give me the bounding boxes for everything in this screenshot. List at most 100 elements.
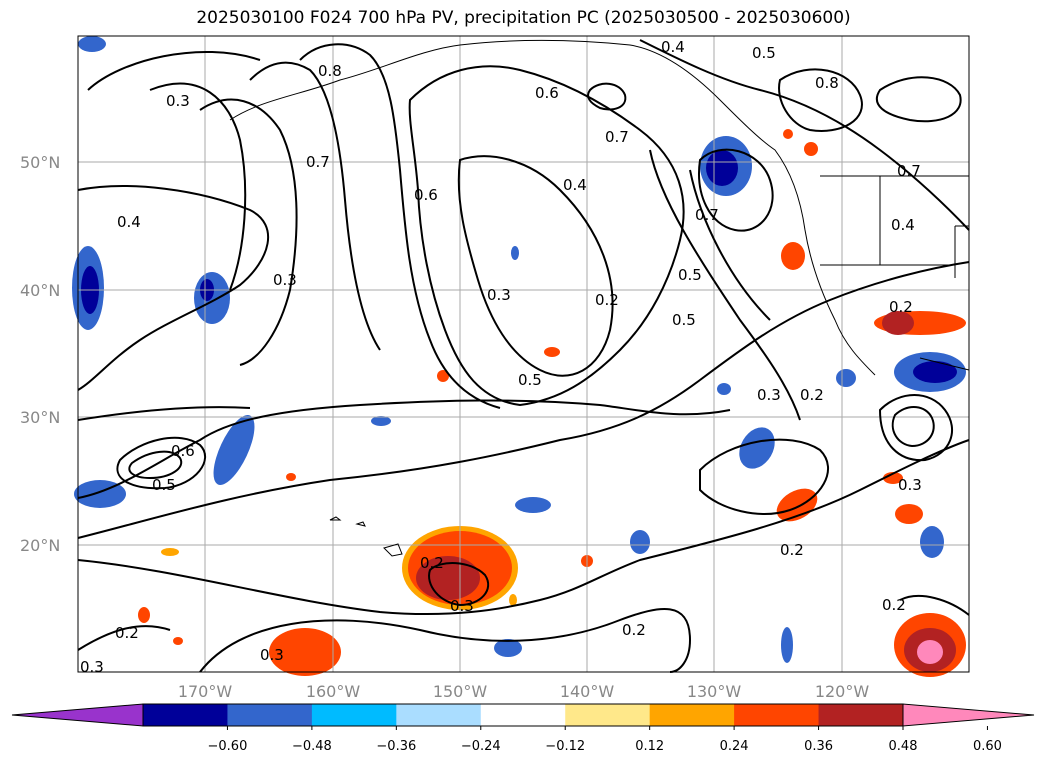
contour-label: 0.2 [882, 596, 906, 614]
pv-contour [778, 68, 863, 132]
mexico-border [919, 357, 970, 371]
pv-contour [149, 82, 247, 291]
contour-label: 0.8 [318, 62, 342, 80]
lat-label: 20°N [20, 536, 60, 555]
colorbar-segment [818, 704, 904, 726]
lon-labels: 170°W 160°W 150°W 140°W 130°W 120°W [178, 682, 870, 701]
contour-label: 0.3 [166, 92, 190, 110]
precip-pos-area [286, 473, 296, 481]
contour-label: 0.5 [518, 371, 542, 389]
precip-pos-area [161, 548, 179, 556]
precip-pos-area [783, 129, 793, 139]
pv-contour [199, 608, 692, 673]
contour-label: 0.2 [595, 291, 619, 309]
pv-contour [77, 399, 731, 499]
contour-label: 0.7 [695, 206, 719, 224]
precip-neg-area [920, 526, 944, 558]
pv-contour [428, 562, 490, 607]
pv-contour [689, 169, 771, 321]
colorbar-segment [734, 704, 820, 726]
contour-label: 0.5 [152, 476, 176, 494]
contour-label: 0.4 [563, 176, 587, 194]
pv-contour [587, 82, 627, 111]
contour-label: 0.4 [891, 216, 915, 234]
contour-label: 0.3 [487, 286, 511, 304]
colorbar-segment [311, 704, 397, 726]
pv-contour [649, 149, 801, 421]
precip-neg-area [194, 272, 230, 324]
colorbar-tick-label: 0.12 [635, 739, 664, 754]
colorbar-segment [396, 704, 482, 726]
contour-label: 0.3 [757, 386, 781, 404]
precip-neg-area [371, 416, 391, 426]
map-area: 0.4 0.5 0.3 0.8 0.7 0.6 0.7 0.4 0.6 0.3 … [72, 35, 970, 677]
colorbar-segment [227, 704, 313, 726]
pv-contours [77, 39, 970, 673]
contour-label: 0.7 [306, 153, 330, 171]
contour-label: 0.5 [672, 311, 696, 329]
map-frame [77, 35, 970, 673]
precip-neg-area [515, 497, 551, 513]
precip-pos-area [509, 594, 517, 606]
colorbar-tick-label: 0.36 [804, 739, 833, 754]
precip-pos-area [895, 504, 923, 524]
hawaii-islands [329, 516, 403, 557]
contour-label: 0.6 [535, 84, 559, 102]
pv-contour [87, 50, 261, 91]
alaska-coast [229, 39, 876, 376]
lat-labels: 50°N 40°N 30°N 20°N [20, 153, 60, 555]
contour-label: 0.3 [450, 597, 474, 615]
us-state-line [954, 225, 969, 278]
precip-neg-area [781, 627, 793, 663]
precip-pos-area [544, 347, 560, 357]
pv-contour [891, 406, 935, 448]
pv-contour [249, 61, 381, 351]
precip-neg-area [511, 246, 519, 260]
pv-contour [77, 185, 269, 391]
contour-label: 0.2 [889, 298, 913, 316]
graticule [78, 36, 969, 672]
lat-label: 40°N [20, 281, 60, 300]
contour-labels: 0.4 0.5 0.3 0.8 0.7 0.6 0.7 0.4 0.6 0.3 … [80, 38, 922, 676]
precip-pos-area [173, 637, 183, 645]
lon-label: 150°W [433, 682, 488, 701]
colorbar-extend-right [902, 703, 1035, 727]
pv-contour [878, 394, 954, 462]
contour-label: 0.2 [420, 554, 444, 572]
pv-contour [899, 595, 970, 616]
precip-pos-area [917, 640, 943, 664]
contour-label: 0.4 [117, 213, 141, 231]
lat-label: 50°N [20, 153, 60, 172]
lon-label: 160°W [306, 682, 361, 701]
colorbar-segment [480, 704, 566, 726]
colorbar-tick-label: 0.48 [889, 739, 918, 754]
colorbar-segment [565, 704, 651, 726]
contour-label: 0.2 [622, 621, 646, 639]
colorbar-tick-label: −0.60 [208, 739, 248, 754]
contour-label: 0.5 [678, 266, 702, 284]
colorbar-ticks: −0.60 −0.48 −0.36 −0.24 −0.12 0.12 0.24 0.36 0.4… [208, 726, 1002, 754]
pv-contour [698, 148, 774, 232]
contour-label: 0.7 [897, 162, 921, 180]
pv-contour [457, 155, 614, 377]
contour-label: 0.6 [171, 442, 195, 460]
contour-label: 0.3 [80, 658, 104, 676]
contour-label: 0.7 [605, 128, 629, 146]
precip-neg-area [213, 415, 255, 485]
colorbar-tick-label: −0.36 [376, 739, 416, 754]
colorbar-segment [143, 704, 228, 726]
pv-contour [77, 625, 171, 651]
contour-label: 0.6 [414, 186, 438, 204]
colorbar-tick-label: −0.12 [545, 739, 585, 754]
colorbar-segment [649, 704, 735, 726]
precip-pos-area [804, 142, 818, 156]
contour-label: 0.3 [273, 271, 297, 289]
precip-neg-area [706, 150, 738, 186]
pv-contour [77, 439, 970, 616]
lat-label: 30°N [20, 408, 60, 427]
precip-neg-area [717, 383, 731, 395]
pv-contour [199, 98, 298, 366]
pv-contour [128, 450, 183, 480]
contour-label: 0.5 [752, 44, 776, 62]
